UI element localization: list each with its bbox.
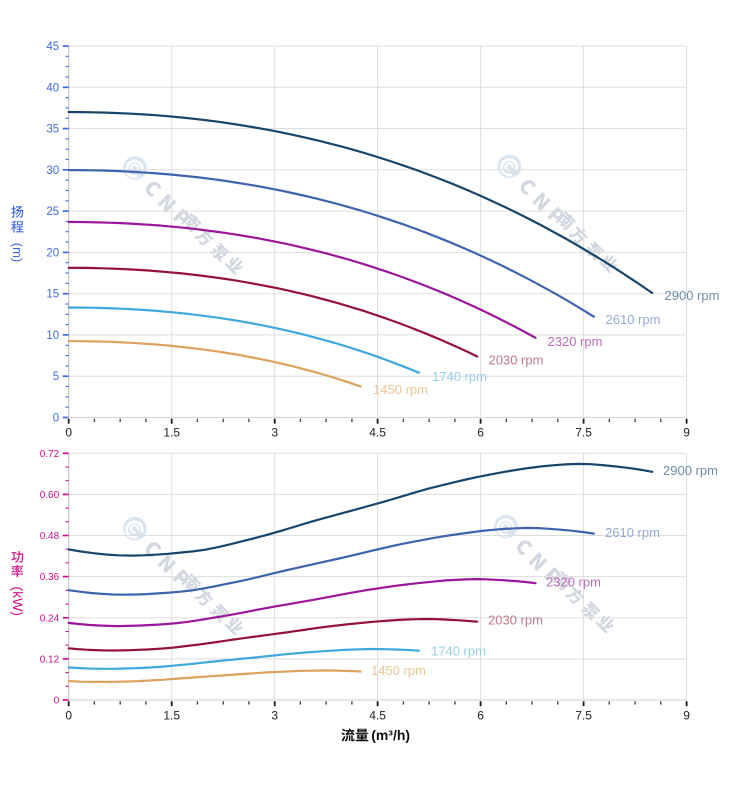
svg-text:0.48: 0.48: [40, 531, 60, 542]
svg-text:1.5: 1.5: [163, 709, 180, 723]
svg-text:25: 25: [46, 206, 59, 218]
svg-text:1740 rpm: 1740 rpm: [431, 644, 486, 659]
svg-text:15: 15: [46, 289, 59, 301]
svg-text:6: 6: [477, 426, 484, 440]
svg-text:5: 5: [53, 371, 59, 383]
svg-text:(m³/h): (m³/h): [371, 727, 410, 743]
svg-text:1740 rpm: 1740 rpm: [432, 369, 487, 384]
svg-text:0: 0: [54, 696, 60, 707]
svg-text:0.24: 0.24: [40, 613, 60, 624]
svg-text:40: 40: [46, 82, 59, 94]
svg-text:7.5: 7.5: [575, 426, 592, 440]
svg-text:4.5: 4.5: [369, 426, 386, 440]
svg-text:0: 0: [65, 426, 72, 440]
svg-text:45: 45: [46, 41, 59, 53]
svg-text:2030 rpm: 2030 rpm: [488, 613, 543, 628]
svg-text:3: 3: [271, 426, 278, 440]
svg-text:0.60: 0.60: [40, 490, 60, 501]
svg-text:7.5: 7.5: [575, 709, 592, 723]
svg-text:30: 30: [46, 165, 59, 177]
svg-text:20: 20: [46, 247, 59, 259]
svg-text:2900 rpm: 2900 rpm: [665, 288, 720, 303]
svg-text:0.12: 0.12: [40, 654, 60, 665]
svg-text:1450 rpm: 1450 rpm: [371, 663, 426, 678]
svg-text:(m): (m): [10, 243, 25, 263]
svg-text:0: 0: [53, 413, 59, 425]
svg-text:9: 9: [683, 709, 690, 723]
svg-text:35: 35: [46, 124, 59, 136]
svg-text:0.36: 0.36: [40, 572, 60, 583]
svg-text:2610 rpm: 2610 rpm: [606, 312, 661, 327]
svg-text:10: 10: [46, 330, 59, 342]
svg-text:0: 0: [65, 709, 72, 723]
svg-text:2320 rpm: 2320 rpm: [548, 334, 603, 349]
svg-text:4.5: 4.5: [369, 709, 386, 723]
svg-text:2900 rpm: 2900 rpm: [663, 463, 718, 478]
svg-text:2610 rpm: 2610 rpm: [605, 525, 660, 540]
svg-text:1.5: 1.5: [163, 426, 180, 440]
svg-text:(kW): (kW): [10, 586, 26, 616]
svg-text:2320 rpm: 2320 rpm: [546, 575, 601, 590]
svg-text:6: 6: [477, 709, 484, 723]
svg-text:9: 9: [683, 426, 690, 440]
svg-text:0.72: 0.72: [40, 449, 60, 460]
svg-text:1450 rpm: 1450 rpm: [373, 382, 428, 397]
svg-text:2030 rpm: 2030 rpm: [489, 353, 544, 368]
svg-text:3: 3: [271, 709, 278, 723]
